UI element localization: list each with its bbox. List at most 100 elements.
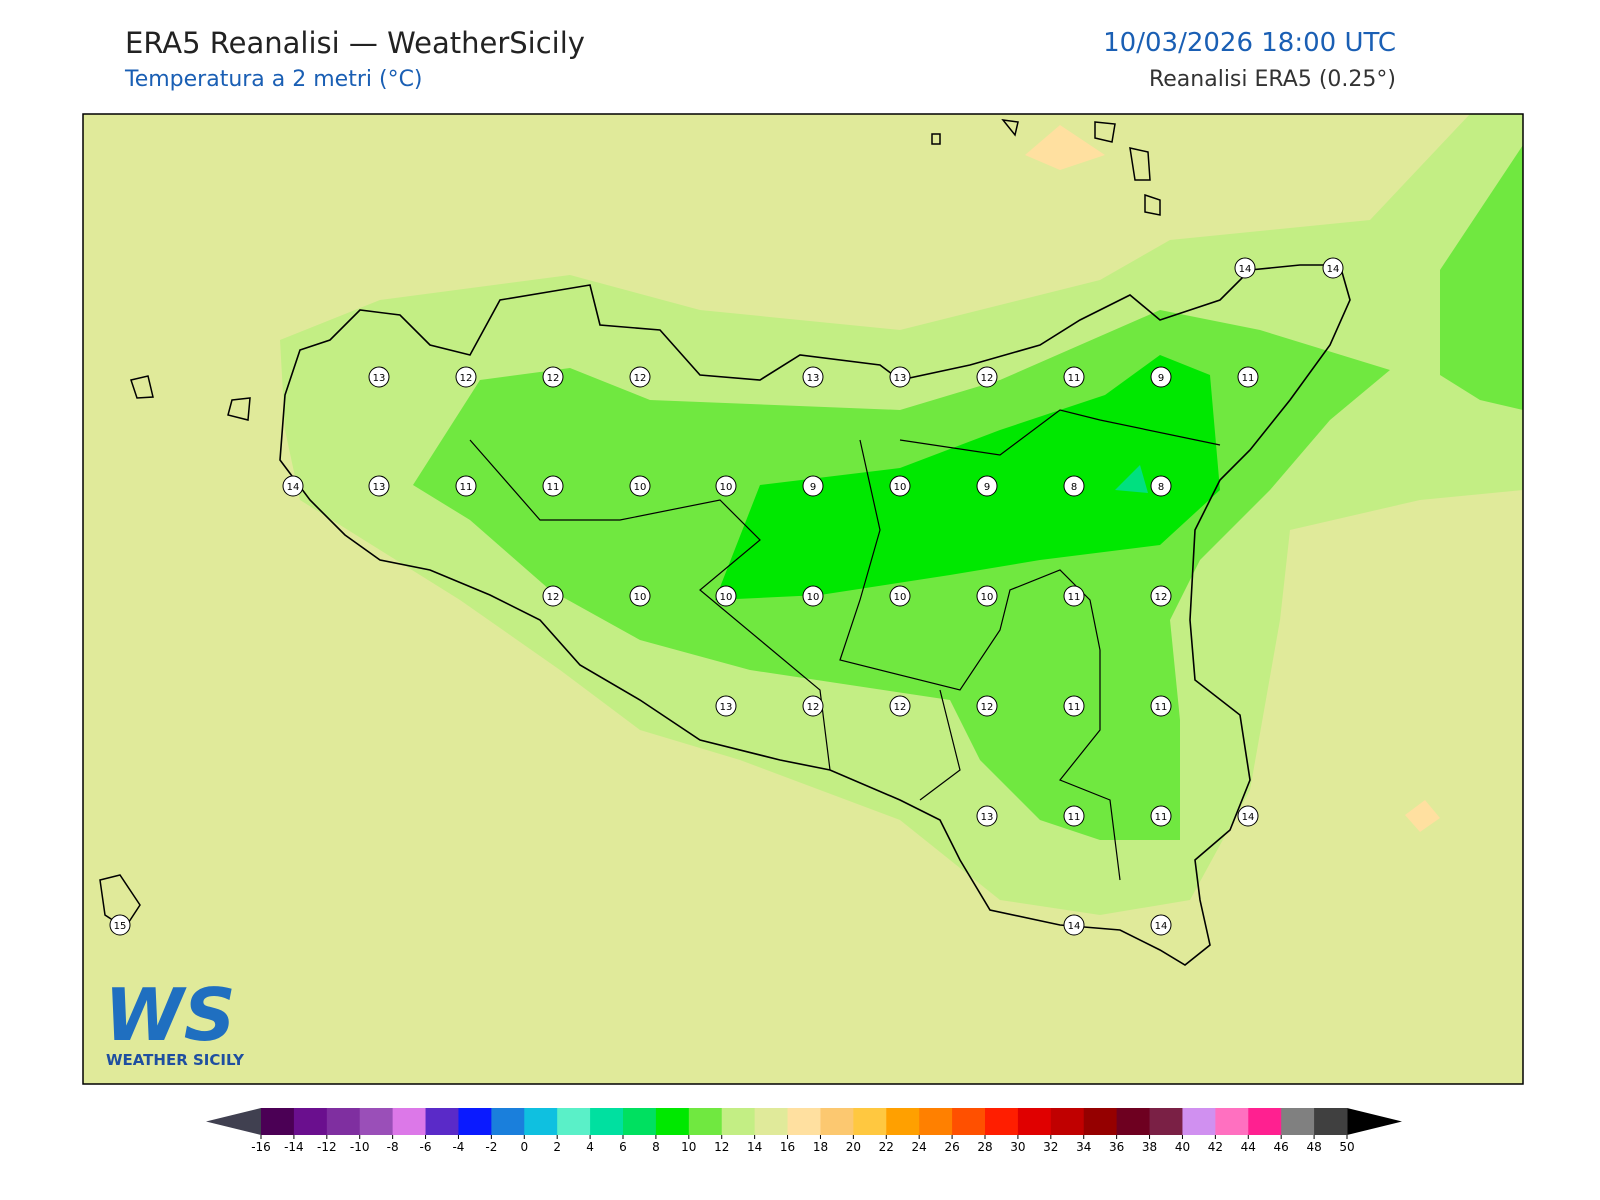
- colorbar-segment: [952, 1108, 986, 1135]
- colorbar-segment: [919, 1108, 953, 1135]
- station-marker: [455, 475, 477, 497]
- colorbar-segment: [820, 1108, 854, 1135]
- station-marker: [1063, 366, 1085, 388]
- station-marker: [1234, 257, 1256, 279]
- map-subtitle: Temperatura a 2 metri (°C): [125, 67, 423, 92]
- colorbar-segment: [853, 1108, 887, 1135]
- station-marker: [715, 475, 737, 497]
- station-marker: [629, 366, 651, 388]
- station-marker: [1150, 366, 1172, 388]
- station-label: 12: [1155, 592, 1168, 603]
- colorbar-tick-label: 44: [1241, 1140, 1256, 1154]
- contour-6-8: [1115, 465, 1148, 493]
- station-label: 11: [460, 482, 473, 493]
- station-marker: [889, 475, 911, 497]
- colorbar-tick-label: 24: [912, 1140, 927, 1154]
- colorbar-tick-label: 22: [879, 1140, 894, 1154]
- colorbar-segment: [1017, 1108, 1052, 1135]
- station-marker: [715, 695, 737, 717]
- colorbar-tick-label: 28: [977, 1140, 992, 1154]
- station-label: 10: [894, 482, 907, 493]
- station-marker: [802, 695, 824, 717]
- station-marker: [455, 366, 477, 388]
- colorbar-tick-label: -2: [485, 1140, 497, 1154]
- station-marker: [368, 366, 390, 388]
- colorbar-segment: [688, 1108, 723, 1135]
- station-marker: [802, 475, 824, 497]
- station-marker: [976, 695, 998, 717]
- station-label: 13: [373, 373, 386, 384]
- contour-10-12: [1440, 145, 1523, 410]
- station-label: 12: [634, 373, 647, 384]
- station-marker: [1063, 585, 1085, 607]
- station-marker: [109, 914, 131, 936]
- station-label: 11: [1068, 812, 1081, 823]
- station-label: 13: [894, 373, 907, 384]
- station-label: 10: [894, 592, 907, 603]
- station-label: 10: [981, 592, 994, 603]
- station-marker: [1150, 585, 1172, 607]
- colorbar-tick-label: 14: [747, 1140, 762, 1154]
- colorbar-tick-label: -8: [387, 1140, 399, 1154]
- colorbar-segment: [1083, 1108, 1118, 1135]
- colorbar-tick-label: 48: [1306, 1140, 1321, 1154]
- station-marker: [976, 585, 998, 607]
- station-marker: [629, 585, 651, 607]
- colorbar-tick-label: 36: [1109, 1140, 1124, 1154]
- colorbar-tick-label: 38: [1142, 1140, 1157, 1154]
- colorbar-tick-label: 18: [813, 1140, 828, 1154]
- colorbar-under: [206, 1108, 261, 1135]
- colorbar-segment: [1248, 1108, 1282, 1135]
- station-marker: [976, 366, 998, 388]
- islands: [99, 119, 1161, 930]
- colorbar-tick-label: 46: [1274, 1140, 1289, 1154]
- colorbar-segment: [590, 1108, 624, 1135]
- source: Reanalisi ERA5 (0.25°): [1148, 67, 1396, 92]
- station-label: 9: [1158, 373, 1164, 384]
- station-marker: [889, 695, 911, 717]
- colorbar-tick-label: 12: [714, 1140, 729, 1154]
- colorbar-tick-label: -4: [452, 1140, 464, 1154]
- colorbar-tick-label: 4: [586, 1140, 594, 1154]
- colorbar-tick-label: -6: [420, 1140, 432, 1154]
- colorbar-tick-label: 20: [846, 1140, 861, 1154]
- colorbar-tick-label: -12: [317, 1140, 337, 1154]
- colorbar-tick-label: -16: [251, 1140, 271, 1154]
- station-marker: [802, 585, 824, 607]
- colorbar-segment: [985, 1108, 1019, 1135]
- colorbar-tick-label: 0: [520, 1140, 528, 1154]
- station-label: 10: [720, 482, 733, 493]
- logo-mark: WS: [104, 973, 235, 1057]
- colorbar-tick-label: 16: [780, 1140, 795, 1154]
- station-label: 11: [1155, 812, 1168, 823]
- colorbar-tick-label: 8: [652, 1140, 660, 1154]
- station-marker: [1237, 366, 1259, 388]
- colorbar-tick-label: 30: [1010, 1140, 1025, 1154]
- station-label: 12: [894, 702, 907, 713]
- station-label: 10: [634, 592, 647, 603]
- station-label: 14: [1242, 812, 1255, 823]
- station-label: 14: [1155, 921, 1168, 932]
- datetime: 10/03/2026 18:00 UTC: [1103, 28, 1396, 58]
- colorbar-segment: [524, 1108, 558, 1135]
- logo-name: WEATHER SICILY: [106, 1051, 245, 1069]
- station-label: 15: [114, 921, 127, 932]
- colorbar-segment: [261, 1108, 295, 1135]
- colorbar-segment: [754, 1108, 789, 1135]
- station-marker: [1150, 475, 1172, 497]
- station-marker: [1237, 805, 1259, 827]
- station-label: 12: [547, 592, 560, 603]
- station-marker: [889, 585, 911, 607]
- station-marker: [1063, 695, 1085, 717]
- station-label: 12: [460, 373, 473, 384]
- station-label: 11: [1068, 592, 1081, 603]
- station-label: 9: [984, 482, 990, 493]
- station-label: 13: [373, 482, 386, 493]
- station-label: 14: [1239, 264, 1252, 275]
- colorbar-tick-label: -10: [350, 1140, 370, 1154]
- station-label: 10: [807, 592, 820, 603]
- station-marker: [542, 585, 564, 607]
- station-marker: [1063, 475, 1085, 497]
- colorbar-tick-label: 26: [944, 1140, 959, 1154]
